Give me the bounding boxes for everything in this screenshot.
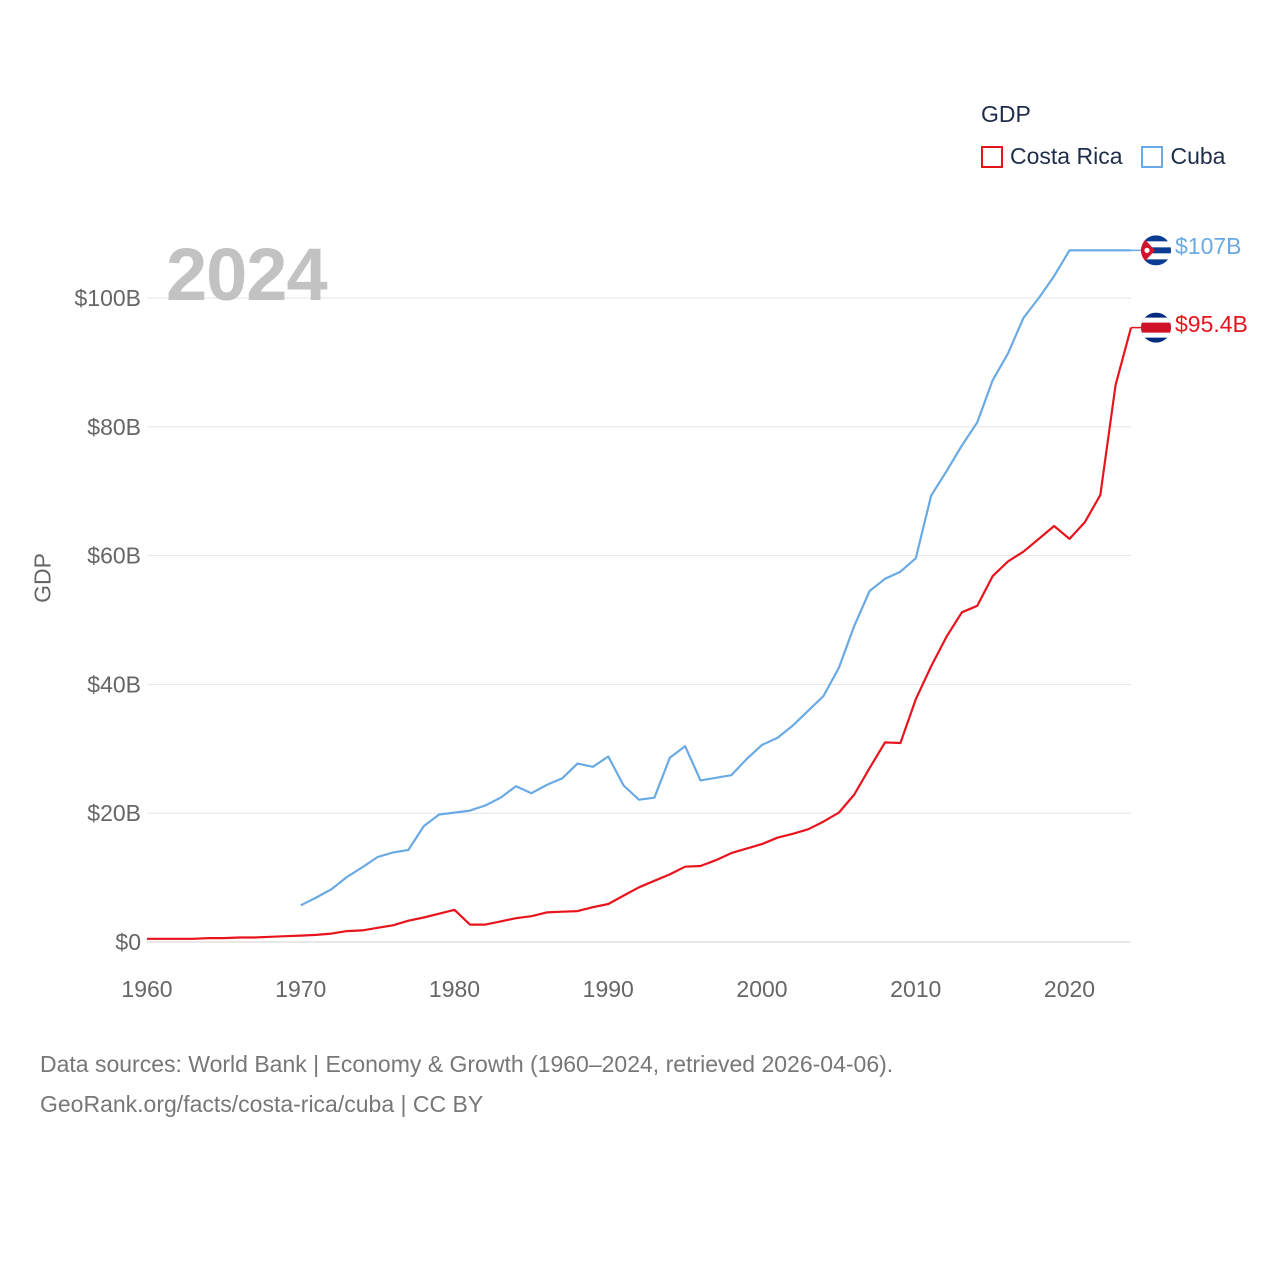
end-label-cuba: $107B [1175,233,1242,259]
x-tick-label: 2020 [1044,976,1095,1002]
x-tick-label: 1990 [583,976,634,1002]
series-lines [147,249,1142,940]
legend-item-cuba[interactable]: Cuba [1141,143,1225,170]
costa-rica-flag-icon [1141,312,1171,343]
y-tick-label: $0 [115,929,141,955]
source-line-1: Data sources: World Bank | Economy & Gro… [40,1051,894,1077]
legend-swatch-cuba [1141,145,1164,168]
legend-label-cuba: Cuba [1170,143,1226,169]
y-axis-ticks: $0 $20B $40B $60B $80B $100B [74,285,141,955]
y-axis-label: GDP [29,553,56,603]
source-note: Data sources: World Bank | Economy & Gro… [40,1044,893,1124]
y-tick-label: $100B [74,285,141,311]
cuba-flag-icon [1141,235,1171,266]
source-line-2[interactable]: GeoRank.org/facts/costa-rica/cuba | CC B… [40,1091,484,1117]
y-tick-label: $80B [87,414,141,440]
x-tick-label: 1960 [121,976,172,1002]
y-tick-label: $40B [87,671,141,697]
legend-item-costa-rica[interactable]: Costa Rica [981,143,1122,170]
flag-markers [1141,235,1171,343]
legend-swatch-costa-rica [981,145,1003,168]
end-label-costa-rica: $95.4B [1175,311,1248,337]
x-tick-label: 1980 [429,976,480,1002]
legend-title: GDP [981,101,1031,127]
y-tick-label: $20B [87,800,141,826]
x-axis-ticks: 1960 1970 1980 1990 2000 2010 2020 [121,976,1095,1002]
series-line-cuba[interactable] [300,249,1131,907]
x-tick-label: 1970 [275,976,326,1002]
grid-lines [147,297,1131,943]
x-tick-label: 2000 [736,976,787,1002]
year-label: 2024 [166,233,328,316]
x-tick-label: 2010 [890,976,941,1002]
series-line-costa-rica[interactable] [147,327,1133,940]
y-tick-label: $60B [87,543,141,569]
legend: Costa Rica Cuba [981,143,1244,170]
legend-label-costa-rica: Costa Rica [1010,143,1123,169]
